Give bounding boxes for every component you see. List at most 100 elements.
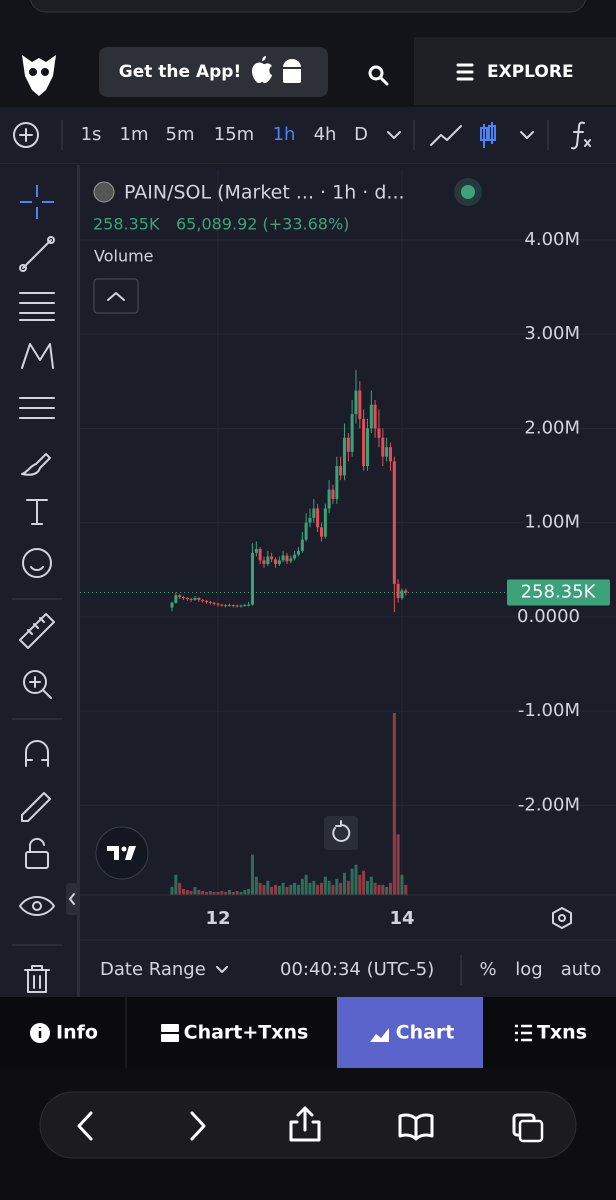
candle-body: [289, 558, 293, 562]
token-avatar: [93, 181, 115, 203]
candle-body: [193, 598, 197, 600]
candle-body: [181, 597, 185, 599]
y-tick-label: 4.00M: [524, 229, 580, 250]
candle-body: [358, 390, 362, 419]
logo[interactable]: [22, 55, 56, 96]
delete-tool[interactable]: [24, 965, 50, 993]
y-tick-label: 0.0000: [517, 606, 580, 627]
visibility-tool[interactable]: [19, 896, 55, 916]
explore-button[interactable]: [414, 37, 616, 105]
volume-bar: [224, 891, 228, 895]
explore-label: EXPLORE: [487, 62, 574, 82]
fx-icon[interactable]: [571, 121, 585, 150]
x-tick-label: 14: [389, 908, 414, 929]
candle-body: [354, 390, 358, 415]
candle-body: [262, 560, 266, 565]
candle-body: [404, 590, 408, 593]
tab-chart[interactable]: Chart: [396, 1022, 455, 1044]
volume-bar: [220, 890, 224, 895]
tab-txns[interactable]: Txns: [537, 1022, 587, 1044]
fib-tool[interactable]: [19, 292, 55, 321]
line-chart-icon[interactable]: [430, 125, 462, 146]
candle-body: [204, 600, 208, 602]
last-price-badge: [507, 579, 610, 606]
volume-bar: [170, 886, 174, 895]
candle-icon-body: [480, 127, 488, 141]
reset-button[interactable]: [324, 816, 358, 850]
interval[interactable]: 1s: [81, 124, 102, 145]
legend-change: 65,089.92 (+33.68%): [176, 215, 349, 234]
legend-price: 258.35K: [93, 215, 160, 234]
projection-tool[interactable]: [19, 397, 55, 419]
lock-tool[interactable]: [25, 851, 49, 869]
text-tool[interactable]: [26, 499, 48, 525]
interval[interactable]: 4h: [314, 124, 337, 145]
candle-body: [285, 555, 289, 562]
volume-bar: [335, 878, 339, 895]
crosshair-tool[interactable]: [20, 185, 54, 219]
log-toggle[interactable]: log: [515, 959, 542, 980]
zoom-tool[interactable]: [23, 670, 47, 694]
volume-bar: [369, 876, 373, 895]
volume-bar: [243, 889, 247, 895]
volume-bar: [208, 890, 212, 895]
brush-tool[interactable]: [21, 453, 51, 476]
bookmarks-button[interactable]: [398, 1113, 434, 1141]
pattern-tool[interactable]: [21, 343, 54, 369]
tab-info[interactable]: Info: [56, 1022, 98, 1044]
axis-settings-dot: [558, 914, 566, 922]
interval[interactable]: 1h: [273, 124, 296, 145]
back-button[interactable]: [77, 1111, 93, 1141]
candle-body: [201, 599, 205, 601]
volume-bar: [342, 872, 346, 895]
interval[interactable]: 5m: [166, 124, 195, 145]
collapse-legend-button[interactable]: [93, 278, 139, 314]
tv-logo-v: [125, 846, 136, 860]
magnet-tool[interactable]: [25, 740, 49, 767]
volume-bar: [281, 882, 285, 895]
search-box[interactable]: [29, 0, 587, 13]
y-tick-label: -2.00M: [518, 794, 580, 815]
trendline-handle: [19, 264, 27, 272]
symbol-title: PAIN/SOL (Market ... · 1h · d...: [124, 182, 405, 204]
date-range-chevron: [216, 966, 228, 973]
candle-body: [396, 583, 400, 599]
chart-type-chevron[interactable]: [520, 131, 534, 139]
candle-body: [197, 598, 201, 600]
interval-chevron[interactable]: [387, 131, 401, 139]
active-tab-bg: [337, 997, 483, 1068]
search-icon[interactable]: [368, 65, 384, 81]
lock-drawing-tool[interactable]: [21, 792, 51, 822]
candle-body: [250, 552, 254, 605]
auto-toggle[interactable]: auto: [561, 959, 602, 980]
tv-logo[interactable]: [95, 826, 149, 880]
tools-collapse-handle[interactable]: [66, 883, 78, 915]
percent-toggle[interactable]: %: [479, 959, 496, 980]
share-button[interactable]: [289, 1106, 321, 1142]
volume-bar: [174, 874, 178, 895]
interval[interactable]: D: [354, 124, 368, 145]
tabs-bg: [0, 997, 616, 1068]
add-indicator-icon[interactable]: [13, 122, 39, 148]
axis-settings-icon[interactable]: [552, 907, 572, 929]
forward-button[interactable]: [190, 1111, 206, 1141]
volume-bar: [293, 882, 297, 895]
candle-body: [377, 428, 381, 438]
interval[interactable]: 1m: [120, 124, 149, 145]
volume-bar: [178, 882, 182, 895]
trendline-tool[interactable]: [22, 239, 52, 269]
interval[interactable]: 15m: [214, 124, 254, 145]
ruler-tool[interactable]: [19, 613, 55, 649]
candle-body: [365, 428, 369, 467]
candle-body: [369, 404, 373, 429]
emoji-tool[interactable]: [22, 548, 52, 578]
candle-body: [342, 437, 346, 476]
volume-bar: [396, 834, 400, 895]
get-app-button[interactable]: [99, 47, 328, 97]
tab-chart-txns[interactable]: Chart+Txns: [184, 1022, 309, 1044]
date-range[interactable]: Date Range: [100, 959, 206, 980]
chart-txns-icon: [161, 1024, 179, 1032]
trendline-handle: [47, 236, 55, 244]
